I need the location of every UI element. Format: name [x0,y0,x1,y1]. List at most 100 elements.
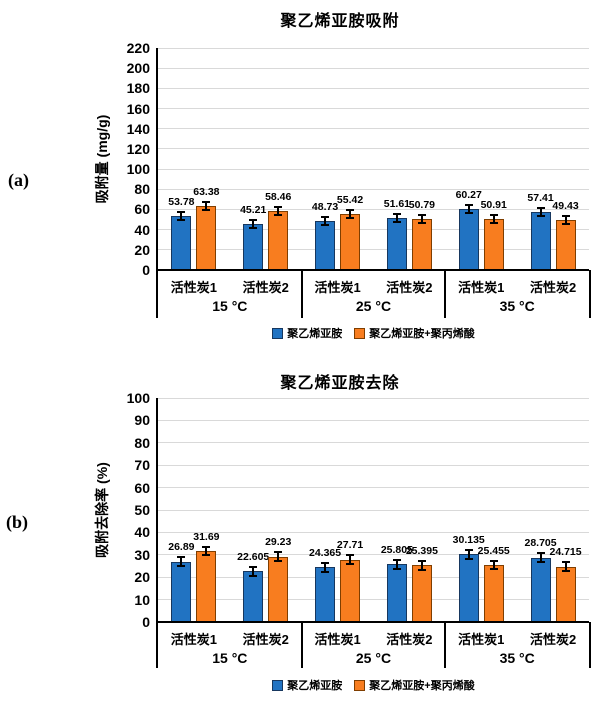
y-tick-label: 100 [126,390,150,406]
chart-b-title: 聚乙烯亚胺去除 [280,375,400,392]
y-tick-label: 200 [126,60,150,77]
bar [483,218,504,270]
error-bar-cap [536,552,545,555]
y-tick-label: 50 [134,502,150,518]
value-label: 51.61 [383,197,411,210]
bar [243,224,264,270]
gridline [158,229,589,231]
y-tick-label: 80 [134,181,150,198]
error-bar-cap [321,561,330,564]
error-bar-stem [180,557,183,567]
group-label: 25 °C [355,298,392,314]
error-bar-stem [205,546,208,556]
error-bar-cap [489,213,498,216]
gridline [158,168,589,170]
y-tick-label: 10 [134,591,150,608]
legend-swatch [272,327,284,339]
value-label: 49.43 [552,200,579,213]
error-bar-stem [395,213,398,222]
error-bar-cap [202,209,211,212]
error-bar-cap [249,219,258,222]
error-bar-cap [392,220,401,223]
axis-table-divider [156,270,158,318]
value-label: 24.715 [549,546,582,559]
y-tick-label: 20 [134,569,150,586]
gridline [158,397,589,399]
error-bar-stem [252,566,255,576]
bar [315,567,336,622]
error-bar-cap [489,221,498,224]
error-bar-stem [180,211,183,220]
bar [196,206,217,270]
gridline [158,128,589,130]
value-label: 50.91 [480,198,507,211]
error-bar-stem [277,552,280,561]
error-bar-stem [467,550,470,559]
bar [340,559,361,622]
axis-table-divider [300,270,303,318]
axis-table-divider [300,622,303,668]
figure-label-b: (b) [6,512,28,532]
gridline [158,599,589,601]
error-bar-stem [252,220,255,229]
gridline [158,148,589,150]
y-tick-label: 0 [142,262,150,278]
category-label: 活性炭2 [529,280,577,295]
error-bar-cap [321,570,330,573]
error-bar-stem [492,214,495,223]
category-label: 活性炭2 [529,632,577,647]
error-bar-cap [464,204,473,207]
error-bar-stem [492,560,495,570]
category-label: 活性炭1 [314,632,361,647]
y-tick-label: 90 [134,412,150,429]
error-bar-cap [274,560,283,562]
gridline [158,108,589,110]
gridline [158,554,589,556]
error-bar-cap [417,559,426,562]
error-bar-cap [274,551,283,554]
y-tick-label: 100 [126,161,150,178]
error-bar-stem [564,562,567,572]
error-bar-cap [417,213,426,216]
error-bar-cap [561,215,570,218]
error-bar-cap [417,221,426,224]
error-bar-stem [420,214,423,223]
category-label: 活性炭1 [170,280,218,295]
error-bar-cap [464,557,473,560]
figure-label-a: (a) [8,170,29,190]
category-label: 活性炭1 [314,280,361,295]
value-label: 24.365 [309,546,342,559]
gridline [158,487,589,489]
chart-a-title: 聚乙烯亚胺吸附 [280,13,400,30]
bar [171,561,192,622]
gridline [158,442,589,444]
value-label: 30.135 [452,534,485,547]
error-bar-cap [249,574,258,577]
value-label: 48.73 [311,200,339,213]
axis-table-divider [444,270,447,318]
bar [268,211,289,270]
gridline [158,249,589,251]
value-label: 63.38 [193,186,220,198]
y-tick-label: 140 [126,120,150,137]
bar [458,554,479,622]
error-bar-cap [346,217,355,220]
value-label: 50.79 [408,198,436,211]
error-bar-cap [274,205,283,208]
error-bar-stem [420,560,423,570]
error-bar-cap [249,227,258,230]
gridline [158,576,589,578]
y-axis-line [156,48,158,271]
error-bar-cap [249,565,258,568]
value-label: 27.71 [336,539,364,552]
category-label: 活性炭1 [170,632,218,647]
value-label: 58.46 [265,190,292,203]
error-bar-stem [277,206,280,216]
bar [555,220,576,270]
error-bar-cap [536,207,545,210]
error-bar-stem [564,216,567,225]
error-bar-cap [561,561,570,564]
y-tick-label: 60 [134,201,150,218]
error-bar-cap [561,570,570,573]
y-tick-label: 40 [134,524,150,541]
